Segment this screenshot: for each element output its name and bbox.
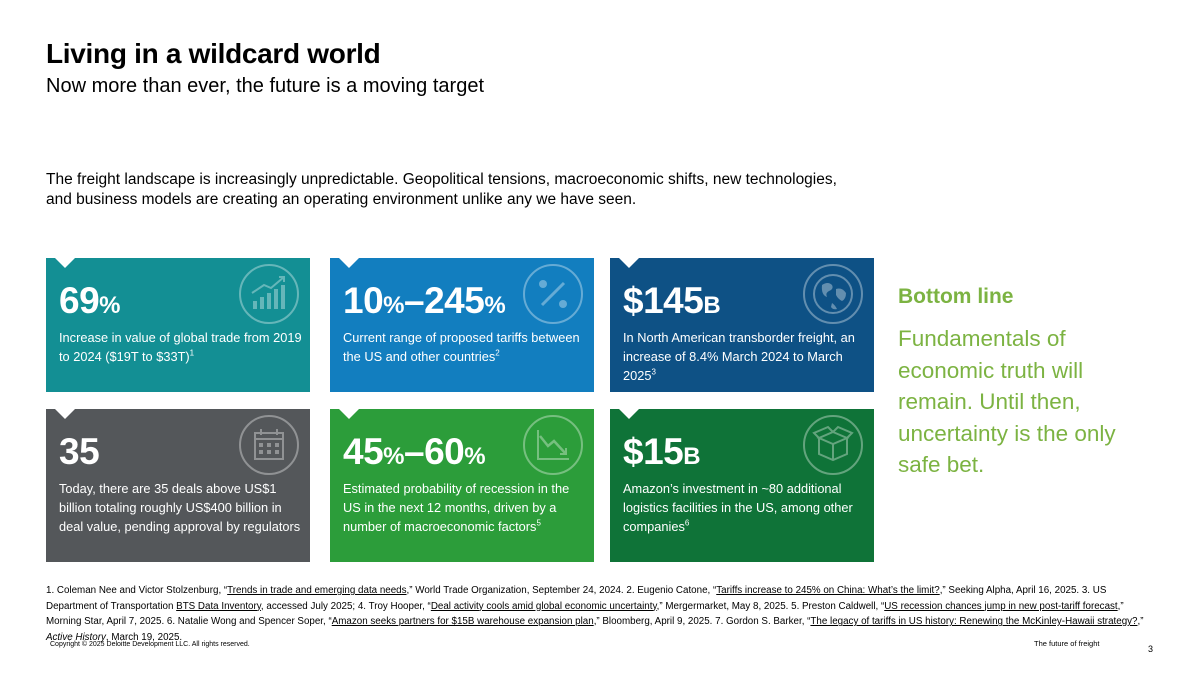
- copyright-text: Copyright © 2025 Deloitte Development LL…: [50, 641, 250, 648]
- stat-value: $145B: [623, 280, 721, 321]
- tile-notch: [54, 409, 76, 419]
- stat-value: 35: [59, 431, 100, 472]
- tile-notch: [54, 258, 76, 268]
- stat-tile-pending-deals: 35 Today, there are 35 deals above US$1 …: [46, 409, 310, 562]
- stat-value: $15B: [623, 431, 701, 472]
- footnote-link-4[interactable]: Deal activity cools amid global economic…: [430, 600, 657, 612]
- tile-notch: [338, 409, 360, 419]
- bar-chart-up-icon: [239, 264, 299, 324]
- stat-value: 45%–60%: [343, 431, 486, 472]
- page-subtitle: Now more than ever, the future is a movi…: [46, 75, 484, 97]
- stat-value: 10%–245%: [343, 280, 506, 321]
- footnote-link-5[interactable]: US recession chances jump in new post-ta…: [884, 600, 1118, 612]
- stat-value: 69%: [59, 280, 120, 321]
- tile-notch: [618, 409, 640, 419]
- tile-notch: [338, 258, 360, 268]
- deck-title: The future of freight: [1034, 639, 1100, 648]
- bottom-line-heading: Bottom line: [898, 285, 1014, 308]
- tile-notch: [618, 258, 640, 268]
- bottom-line-text: Fundamentals of economic truth will rema…: [898, 326, 1116, 477]
- stat-tile-transborder-freight: $145B In North American transborder frei…: [610, 258, 874, 392]
- footnote-ref: 1: [189, 348, 195, 358]
- stat-description: In North American transborder freight, a…: [623, 330, 855, 383]
- stat-description: Current range of proposed tariffs betwee…: [343, 330, 580, 364]
- package-box-icon: [803, 415, 863, 475]
- stat-description: Amazon’s investment in ~80 additional lo…: [623, 481, 853, 534]
- stat-description: Estimated probability of recession in th…: [343, 481, 570, 534]
- footnote-link-6[interactable]: Amazon seeks partners for $15B warehouse…: [331, 616, 594, 628]
- footnote-ref: 2: [495, 348, 500, 358]
- percent-icon: [523, 264, 583, 324]
- intro-paragraph: The freight landscape is increasingly un…: [46, 170, 876, 210]
- journal-name: Active History: [46, 631, 106, 643]
- stat-description: Today, there are 35 deals above US$1 bil…: [59, 481, 301, 534]
- globe-icon: [803, 264, 863, 324]
- footnote-ref: 3: [651, 367, 656, 377]
- footnotes: 1. Coleman Nee and Victor Stolzenburg, “…: [46, 585, 1144, 643]
- footnote-ref: 5: [536, 518, 541, 528]
- footnote-link-1[interactable]: Trends in trade and emerging data needs: [227, 585, 407, 596]
- footnote-link-7[interactable]: The legacy of tariffs in US history: Ren…: [810, 616, 1138, 628]
- stat-tile-global-trade: 69% Increase in value of global trade fr…: [46, 258, 310, 392]
- footnote-link-3[interactable]: BTS Data Inventory: [176, 600, 261, 612]
- line-chart-down-icon: [523, 415, 583, 475]
- footnote-ref: 6: [684, 518, 690, 528]
- calendar-icon: [239, 415, 299, 475]
- stat-tile-recession-probability: 45%–60% Estimated probability of recessi…: [330, 409, 594, 562]
- page-number: 3: [1148, 644, 1154, 654]
- stat-description: Increase in value of global trade from 2…: [59, 330, 302, 364]
- intro-line-1: The freight landscape is increasingly un…: [46, 171, 837, 188]
- intro-line-2: and business models are creating an oper…: [46, 191, 637, 208]
- stat-tile-tariffs: 10%–245% Current range of proposed tarif…: [330, 258, 594, 392]
- page-title: Living in a wildcard world: [46, 38, 381, 69]
- stat-tile-amazon-investment: $15B Amazon’s investment in ~80 addition…: [610, 409, 874, 562]
- footnote-link-2[interactable]: Tariffs increase to 245% on China: What’…: [716, 585, 940, 596]
